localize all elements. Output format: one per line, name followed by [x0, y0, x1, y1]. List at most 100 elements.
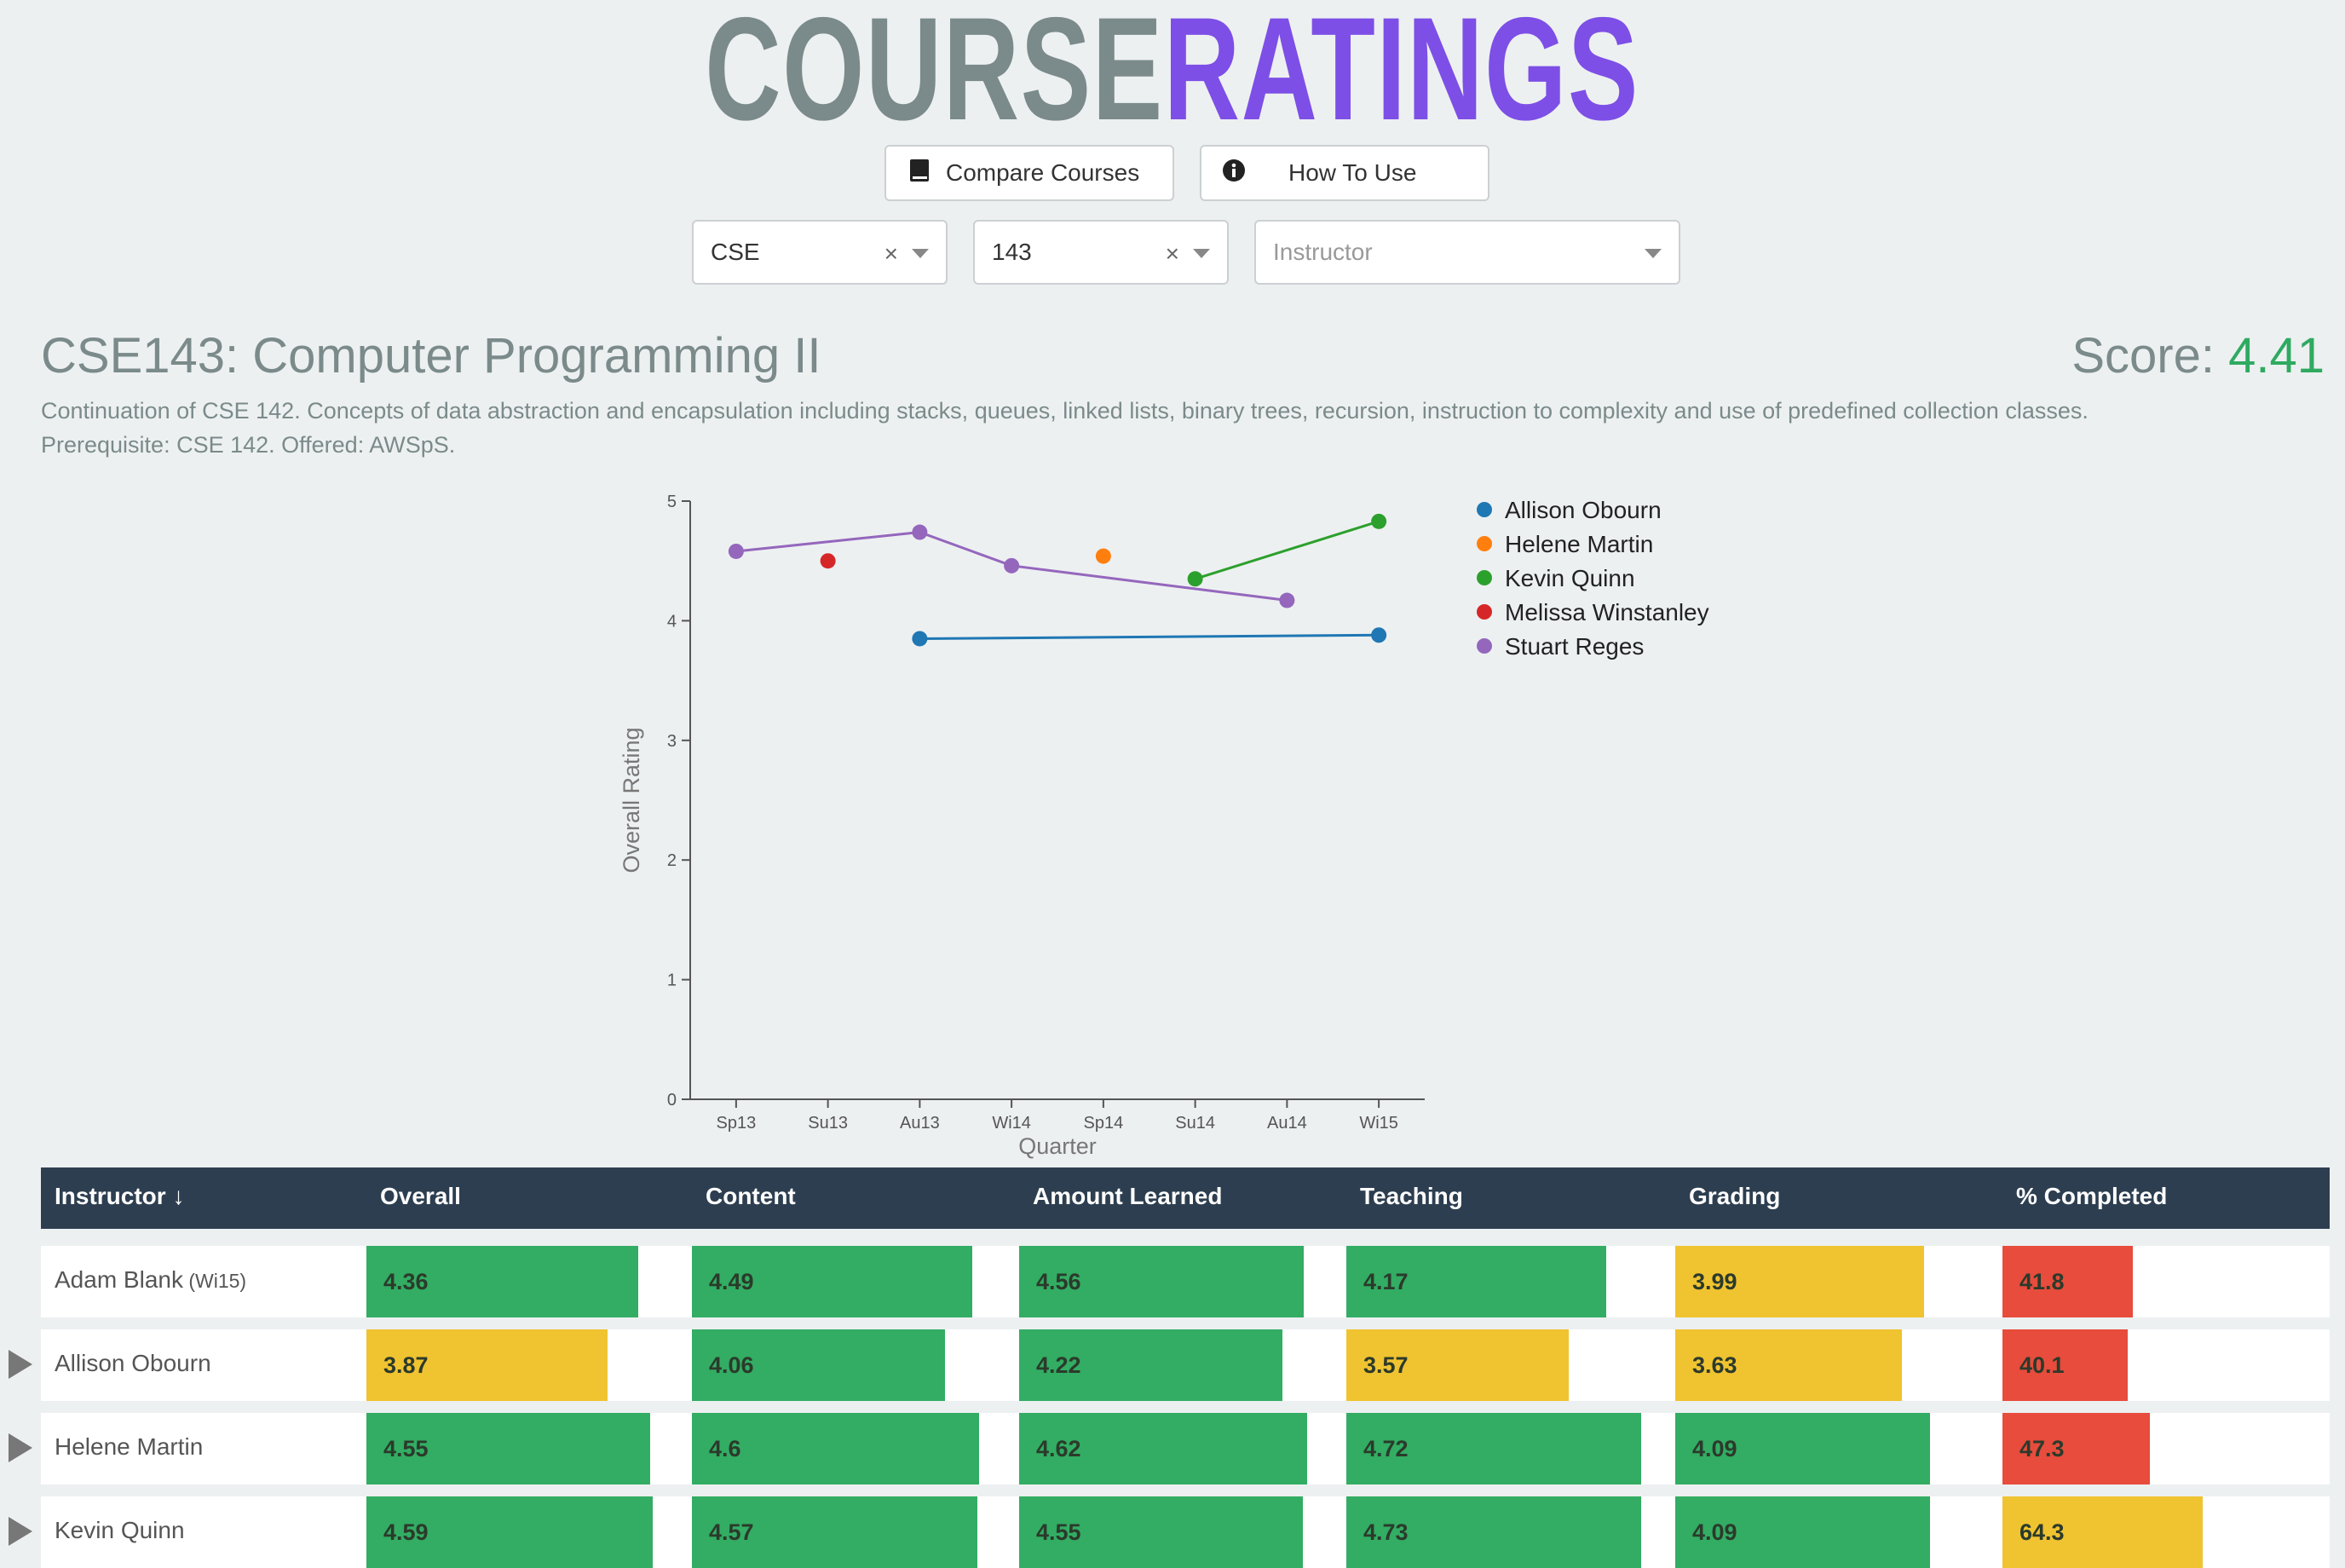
course-number-select[interactable]: 143 × [973, 220, 1229, 285]
course-number-value: 143 [992, 239, 1032, 265]
how-to-use-label: How To Use [1288, 159, 1417, 186]
data-point [820, 553, 836, 569]
table-row[interactable]: Adam Blank (Wi15) 4.36 4.49 4.56 4.17 3.99 41.… [41, 1246, 2330, 1317]
ratings-table: Instructor ↓ Overall Content Amount Lear… [9, 1167, 2330, 1568]
header-grading[interactable]: Grading [1689, 1183, 1781, 1209]
data-point [912, 631, 928, 647]
data-point [1371, 513, 1387, 529]
legend-marker [1477, 536, 1492, 551]
rating-bar: 4.6 [692, 1413, 979, 1484]
rating-bar: 4.73 [1346, 1496, 1641, 1568]
clear-course-number-icon[interactable]: × [1165, 240, 1179, 267]
header-overall[interactable]: Overall [380, 1183, 461, 1209]
rating-bar: 4.22 [1019, 1329, 1282, 1401]
chevron-down-icon[interactable] [1193, 249, 1210, 258]
rating-bar: 4.55 [366, 1413, 650, 1484]
header-completed[interactable]: % Completed [2016, 1183, 2168, 1209]
data-point [1279, 592, 1295, 608]
chevron-down-icon[interactable] [912, 249, 929, 258]
series-line [919, 633, 1380, 640]
rating-bar: 41.8 [2002, 1246, 2133, 1317]
y-tick-label: 0 [667, 1091, 677, 1110]
x-tick-label: Au14 [1267, 1114, 1307, 1133]
legend-marker [1477, 502, 1492, 517]
legend-marker [1477, 638, 1492, 654]
rating-bar: 40.1 [2002, 1329, 2128, 1401]
legend-label: Melissa Winstanley [1505, 599, 1709, 625]
instructor-select[interactable]: Instructor [1254, 220, 1680, 285]
instructor-name[interactable]: Adam Blank (Wi15) [55, 1266, 246, 1294]
header-content[interactable]: Content [706, 1183, 796, 1209]
chevron-down-icon[interactable] [1645, 249, 1662, 258]
rating-bar: 3.57 [1346, 1329, 1569, 1401]
course-title: CSE143: Computer Programming II [41, 328, 821, 383]
instructor-name[interactable]: Helene Martin [55, 1433, 203, 1461]
y-tick-label: 1 [667, 971, 677, 990]
data-point [1187, 571, 1203, 587]
course-score: Score: 4.41 [2071, 327, 2325, 384]
table-row[interactable]: Helene Martin 4.55 4.6 4.62 4.72 4.09 47.3 [9, 1413, 2330, 1484]
rating-bar: 4.55 [1019, 1496, 1303, 1568]
header-instructor[interactable]: Instructor ↓ [55, 1183, 185, 1209]
rating-bar: 4.36 [366, 1246, 638, 1317]
logo-course-text: COURSE [705, 0, 1165, 151]
y-tick-label: 3 [667, 732, 677, 751]
y-tick-label: 2 [667, 851, 677, 870]
y-tick-label: 5 [667, 493, 677, 511]
table-header: Instructor ↓ Overall Content Amount Lear… [41, 1167, 2330, 1229]
rating-bar: 4.72 [1346, 1413, 1641, 1484]
rating-bar: 4.56 [1019, 1246, 1304, 1317]
rating-bar: 64.3 [2002, 1496, 2203, 1568]
table-row[interactable]: Allison Obourn 3.87 4.06 4.22 3.57 3.63 40.1 [9, 1329, 2330, 1401]
rating-bar: 4.09 [1675, 1413, 1930, 1484]
book-icon [908, 159, 931, 188]
how-to-use-button[interactable]: How To Use [1200, 145, 1489, 201]
expand-row-icon[interactable] [9, 1517, 32, 1546]
instructor-name-text: Allison Obourn [55, 1350, 211, 1376]
data-point [1004, 557, 1020, 574]
expand-row-icon[interactable] [9, 1350, 32, 1379]
x-tick-label: Sp14 [1084, 1114, 1124, 1133]
x-tick-label: Sp13 [717, 1114, 757, 1133]
compare-courses-button[interactable]: Compare Courses [884, 145, 1174, 201]
rating-bar: 4.06 [692, 1329, 945, 1401]
info-icon [1222, 159, 1246, 188]
y-axis-label: Overall Rating [619, 727, 644, 873]
legend-marker [1477, 570, 1492, 585]
department-select[interactable]: CSE × [692, 220, 948, 285]
instructor-name[interactable]: Kevin Quinn [55, 1517, 185, 1544]
score-value: 4.41 [2228, 328, 2325, 383]
series-line [735, 530, 1288, 602]
compare-courses-label: Compare Courses [946, 159, 1140, 186]
score-label: Score: [2071, 328, 2215, 383]
expand-row-icon[interactable] [9, 1433, 32, 1462]
logo: COURSERATINGS [0, 0, 2345, 151]
legend-label: Kevin Quinn [1505, 565, 1635, 591]
series-line [1195, 520, 1380, 580]
rating-bar: 4.09 [1675, 1496, 1930, 1568]
rating-bar: 4.57 [692, 1496, 977, 1568]
table-row[interactable]: Kevin Quinn 4.59 4.57 4.55 4.73 4.09 64.3 [9, 1496, 2330, 1568]
instructor-placeholder: Instructor [1273, 239, 1373, 265]
header-amount-learned[interactable]: Amount Learned [1033, 1183, 1223, 1209]
x-tick-label: Wi15 [1359, 1114, 1398, 1133]
instructor-name[interactable]: Allison Obourn [55, 1350, 211, 1377]
rating-bar: 4.62 [1019, 1413, 1307, 1484]
data-point [1095, 548, 1111, 564]
x-axis-label: Quarter [1018, 1133, 1097, 1159]
logo-ratings-text: RATINGS [1164, 0, 1640, 151]
rating-bar: 3.99 [1675, 1246, 1924, 1317]
data-point [912, 524, 928, 540]
instructor-name-text: Helene Martin [55, 1433, 204, 1460]
data-point [1371, 627, 1387, 643]
clear-department-icon[interactable]: × [884, 240, 898, 267]
description-line-2: Prerequisite: CSE 142. Offered: AWSpS. [41, 432, 456, 458]
rating-bar: 47.3 [2002, 1413, 2150, 1484]
rating-bar: 3.87 [366, 1329, 608, 1401]
rating-chart: 0 1 2 3 4 5 Sp13 Su13 Au13 Wi14 Sp14 Su14 Au14 Wi15 Qu… [619, 493, 1709, 1159]
legend-label: Stuart Reges [1505, 633, 1644, 660]
header-teaching[interactable]: Teaching [1360, 1183, 1463, 1209]
legend-label: Allison Obourn [1505, 497, 1662, 523]
course-description: Continuation of CSE 142. Concepts of dat… [41, 394, 2325, 462]
y-tick-label: 4 [667, 612, 677, 631]
